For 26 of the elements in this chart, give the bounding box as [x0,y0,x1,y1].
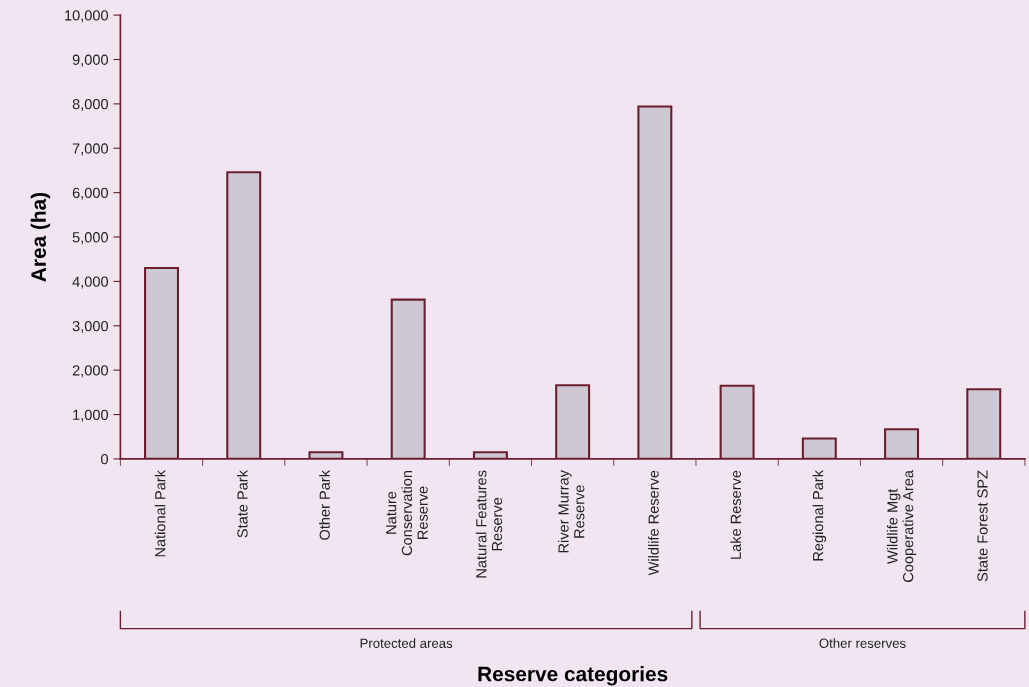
y-tick-label: 3,000 [72,320,109,333]
y-tick-label: 10,000 [65,10,109,23]
y-tick-label: 4,000 [72,276,109,289]
x-tick-label: Other Park [319,470,330,540]
x-tick-label: National Park [154,470,166,557]
y-tick-label: 9,000 [72,54,109,67]
x-tick-label: River Murray Reserve [557,470,585,553]
y-axis-title: Area (ha) [30,192,51,282]
y-tick-label: 2,000 [72,365,109,378]
y-tick-label: 7,000 [72,143,109,156]
x-tick-label: State Forest SPZ [977,470,988,582]
x-axis-title: Reserve categories [478,666,668,686]
x-tick-label: State Park [236,470,248,538]
x-tick-label: Lake Reserve [730,470,742,559]
y-tick-label: 1,000 [73,409,109,422]
x-tick-label: Regional Park [812,470,827,561]
y-tick-label: 6,000 [72,187,109,200]
x-tick-label: Natural Features Reserve [475,470,503,578]
x-tick-label: Wildlife Mgt Cooperative Area [886,470,917,582]
y-tick-label: 5,000 [72,232,109,245]
text: Other reserves [819,638,906,648]
x-tick-label: Nature Conservation Reserve [386,470,428,556]
y-tick-label: 0 [101,454,109,465]
x-tick-label: Wildlife Reserve [648,470,659,576]
text: Protected areas [360,638,453,648]
y-tick-label: 8,000 [72,98,109,112]
